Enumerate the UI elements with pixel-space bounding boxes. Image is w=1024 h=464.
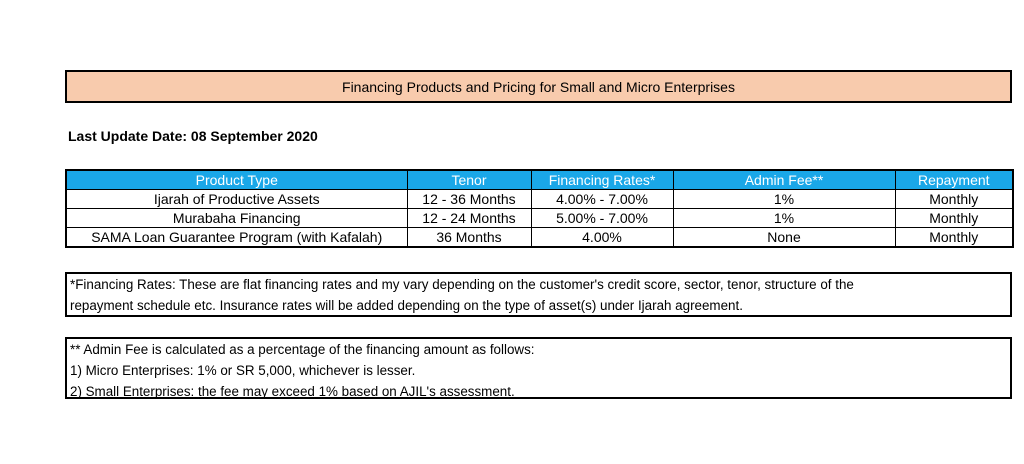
cell-financing-rate: 5.00% - 7.00% — [530, 208, 674, 228]
header-product-type: Product Type — [65, 169, 408, 190]
cell-product-type: SAMA Loan Guarantee Program (with Kafala… — [65, 227, 408, 248]
cell-financing-rate: 4.00% - 7.00% — [530, 189, 674, 209]
cell-product-type: Ijarah of Productive Assets — [65, 189, 408, 209]
page-title-box: Financing Products and Pricing for Small… — [65, 70, 1012, 103]
note-line: 2) Small Enterprises: the fee may exceed… — [70, 384, 515, 399]
cell-admin-fee: None — [672, 227, 896, 248]
cell-admin-fee: 1% — [672, 208, 896, 228]
header-tenor: Tenor — [406, 169, 532, 190]
cell-tenor: 12 - 24 Months — [406, 208, 532, 228]
note-line: 1) Micro Enterprises: 1% or SR 5,000, wh… — [70, 363, 416, 378]
table-row: Ijarah of Productive Assets 12 - 36 Mont… — [65, 189, 1014, 209]
admin-fee-note: ** Admin Fee is calculated as a percenta… — [65, 337, 1012, 399]
table-row: Murabaha Financing 12 - 24 Months 5.00% … — [65, 208, 1014, 228]
table-row: SAMA Loan Guarantee Program (with Kafala… — [65, 227, 1014, 248]
pricing-table: Product Type Tenor Financing Rates* Admi… — [65, 169, 1014, 248]
cell-financing-rate: 4.00% — [530, 227, 674, 248]
header-admin-fee: Admin Fee** — [672, 169, 896, 190]
note-line: repayment schedule etc. Insurance rates … — [70, 298, 743, 313]
cell-tenor: 12 - 36 Months — [406, 189, 532, 209]
cell-repayment: Monthly — [894, 227, 1014, 248]
table-header-row: Product Type Tenor Financing Rates* Admi… — [65, 169, 1014, 190]
last-update-date: Last Update Date: 08 September 2020 — [68, 128, 318, 144]
page-title: Financing Products and Pricing for Small… — [342, 78, 735, 95]
cell-tenor: 36 Months — [406, 227, 532, 248]
header-financing-rates: Financing Rates* — [530, 169, 674, 190]
header-repayment: Repayment — [894, 169, 1014, 190]
cell-repayment: Monthly — [894, 208, 1014, 228]
financing-rates-note: *Financing Rates: These are flat financi… — [65, 272, 1012, 317]
note-line: ** Admin Fee is calculated as a percenta… — [70, 342, 535, 357]
cell-repayment: Monthly — [894, 189, 1014, 209]
note-line: *Financing Rates: These are flat financi… — [70, 277, 854, 292]
cell-admin-fee: 1% — [672, 189, 896, 209]
cell-product-type: Murabaha Financing — [65, 208, 408, 228]
